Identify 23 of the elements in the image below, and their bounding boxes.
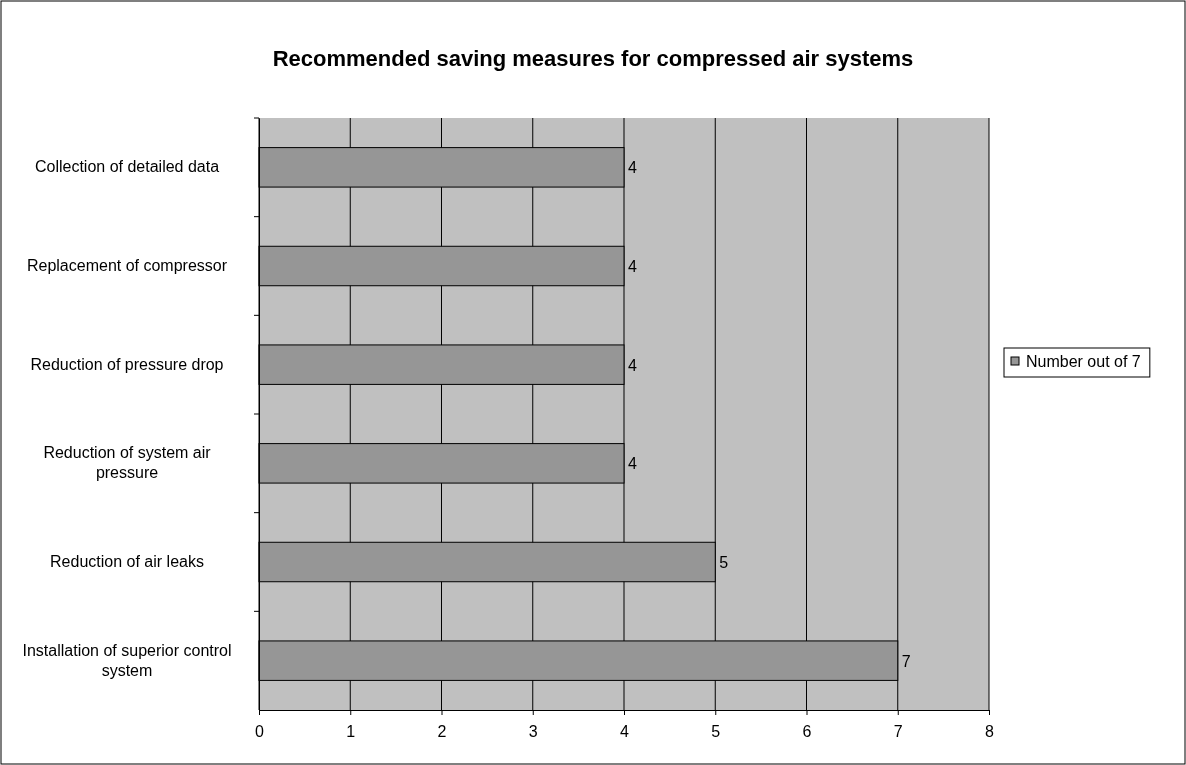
chart-title: Recommended saving measures for compressed air systems bbox=[272, 46, 914, 71]
data-label: 4 bbox=[628, 356, 637, 374]
x-tick-label: 1 bbox=[346, 723, 356, 741]
data-label: 4 bbox=[628, 159, 637, 177]
y-tick-label: Reduction of air leaks bbox=[50, 553, 204, 570]
y-tick-label: Reduction of pressure drop bbox=[30, 355, 224, 373]
y-tick-label: Reduction of system air pressure bbox=[43, 444, 212, 482]
data-label: 4 bbox=[628, 258, 637, 275]
x-tick-label: 2 bbox=[437, 723, 447, 741]
data-label: 5 bbox=[719, 554, 729, 571]
data-label: 4 bbox=[628, 455, 637, 473]
data-label: 7 bbox=[901, 652, 911, 670]
y-tick-label: Installation of superior control system bbox=[22, 641, 232, 679]
x-tick-label: 8 bbox=[985, 723, 995, 741]
x-tick-label: 7 bbox=[893, 723, 903, 741]
x-tick-label: 6 bbox=[802, 723, 812, 741]
x-tick-label: 5 bbox=[711, 723, 721, 741]
y-tick-label: Collection of detailed data bbox=[34, 158, 220, 176]
x-tick-label: 4 bbox=[620, 723, 630, 741]
y-tick-label: Replacement of compressor bbox=[26, 257, 228, 274]
legend-label: Number out of 7 bbox=[1026, 353, 1141, 370]
x-tick-label: 0 bbox=[255, 723, 265, 741]
x-tick-label: 3 bbox=[528, 723, 538, 741]
